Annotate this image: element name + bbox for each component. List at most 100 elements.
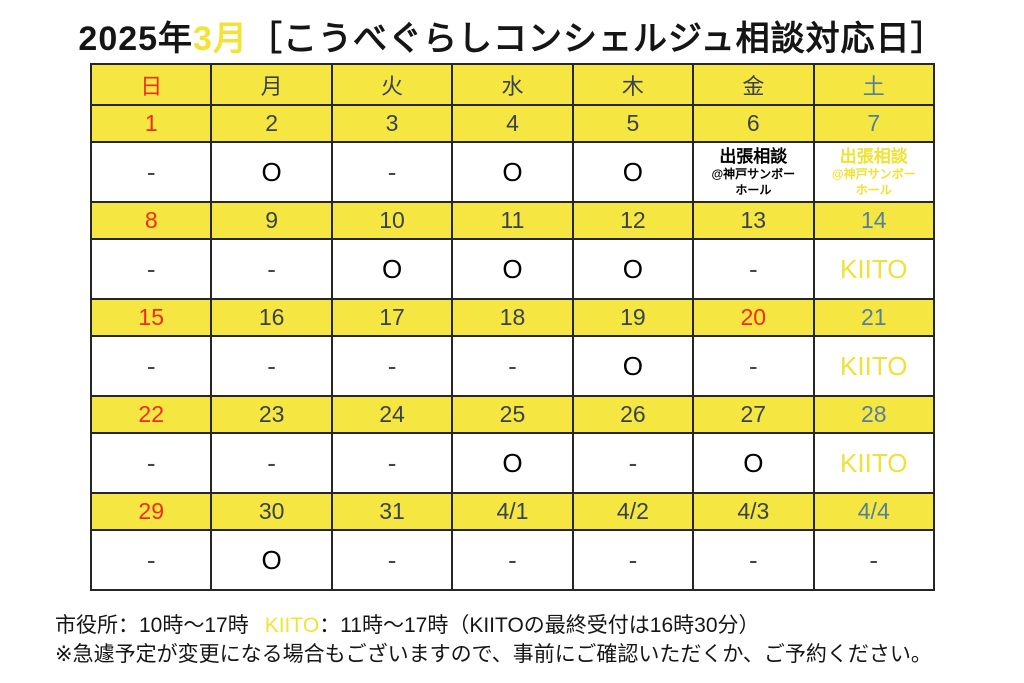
date-cell: 31	[330, 492, 454, 531]
availability-cell: O	[692, 432, 815, 494]
availability-cell: O	[210, 529, 333, 591]
title-subtitle: ［こうべぐらしコンシェルジュ相談対応日］	[247, 20, 946, 58]
availability-cell: -	[692, 335, 815, 397]
availability-cell: -	[330, 432, 454, 494]
date-cell-holiday: 20	[692, 298, 815, 337]
page-title: 2025年3月［こうべぐらしコンシェルジュ相談対応日］	[0, 11, 1024, 60]
availability-cell: -	[89, 529, 213, 591]
trip-consult-venue-line2: ホール	[735, 182, 772, 197]
day-header-sun: 日	[89, 63, 213, 106]
date-cell: 4/4	[812, 492, 936, 531]
availability-row-week4: - - - O - O KIITO	[89, 432, 936, 494]
availability-cell: -	[692, 529, 815, 591]
trip-consult-venue-line2: ホール	[855, 182, 892, 197]
day-header-sat: 土	[812, 63, 936, 106]
date-cell: 4	[451, 104, 574, 143]
availability-cell-trip-consult: 出張相談 @神戸サンボー ホール	[812, 141, 936, 203]
date-cell: 26	[571, 395, 695, 434]
availability-cell: O	[451, 238, 574, 300]
trip-consult-venue-line1: @神戸サンボー	[831, 167, 916, 182]
date-cell: 3	[330, 104, 454, 143]
trip-consult-title: 出張相談	[839, 146, 908, 166]
availability-cell: -	[692, 238, 815, 300]
date-cell: 1	[89, 104, 213, 143]
availability-cell: O	[571, 335, 695, 397]
availability-row-week1: - O - O O 出張相談 @神戸サンボー ホール 出張相談 @神戸サンボー …	[89, 141, 936, 203]
day-header-tue: 火	[330, 63, 454, 106]
date-cell: 4/2	[571, 492, 695, 531]
date-cell: 8	[89, 201, 213, 240]
city-hall-hours: 市役所：10時～17時	[55, 614, 249, 637]
date-cell: 24	[330, 395, 454, 434]
date-cell: 18	[451, 298, 574, 337]
date-cell: 17	[330, 298, 454, 337]
date-cell: 4/1	[451, 492, 574, 531]
trip-consult-venue-line1: @神戸サンボー	[711, 167, 796, 182]
day-header-mon: 月	[210, 63, 333, 106]
date-cell: 29	[89, 492, 213, 531]
date-cell: 2	[210, 104, 333, 143]
date-cell: 30	[210, 492, 333, 531]
day-header-fri: 金	[692, 63, 815, 106]
date-row-week4: 22 23 24 25 26 27 28	[89, 395, 936, 434]
availability-cell: -	[89, 335, 213, 397]
availability-cell: -	[89, 432, 213, 494]
footer: 市役所：10時～17時 KIITO：11時～17時（KIITOの最終受付は16時3…	[55, 612, 1005, 669]
date-row-week3: 15 16 17 18 19 20 21	[89, 298, 936, 337]
kiito-label: KIITO	[264, 614, 320, 637]
date-cell: 21	[812, 298, 936, 337]
availability-cell: -	[571, 529, 695, 591]
day-header-row: 日 月 火 水 木 金 土	[89, 63, 936, 106]
availability-cell: O	[451, 141, 574, 203]
availability-cell: -	[451, 335, 574, 397]
date-cell: 28	[812, 395, 936, 434]
availability-cell: -	[330, 335, 454, 397]
availability-cell: -	[210, 238, 333, 300]
availability-cell: -	[89, 238, 213, 300]
footer-note-line: ※急遽予定が変更になる場合もございますので、事前にご確認いただくか、ご予約くださ…	[55, 642, 932, 666]
availability-cell: -	[89, 141, 213, 203]
availability-cell: O	[210, 141, 333, 203]
day-header-thu: 木	[571, 63, 695, 106]
availability-cell: -	[210, 432, 333, 494]
date-cell: 23	[210, 395, 333, 434]
date-cell: 12	[571, 201, 695, 240]
title-month: 3月	[193, 20, 248, 58]
availability-cell: O	[571, 238, 695, 300]
date-cell: 14	[812, 201, 936, 240]
date-cell: 7	[812, 104, 936, 143]
trip-consult-title: 出張相談	[719, 146, 788, 166]
availability-cell-kiito: KIITO	[812, 335, 936, 397]
availability-row-week3: - - - - O - KIITO	[89, 335, 936, 397]
date-cell: 27	[692, 395, 815, 434]
date-cell: 22	[89, 395, 213, 434]
availability-cell: -	[451, 529, 574, 591]
date-cell: 5	[571, 104, 695, 143]
availability-cell: -	[571, 432, 695, 494]
availability-cell: -	[812, 529, 936, 591]
availability-cell-kiito: KIITO	[812, 238, 936, 300]
availability-row-week5: - O - - - - -	[89, 529, 936, 591]
availability-row-week2: - - O O O - KIITO	[89, 238, 936, 300]
date-cell: 11	[451, 201, 574, 240]
date-cell: 6	[692, 104, 815, 143]
date-cell: 19	[571, 298, 695, 337]
availability-cell: -	[330, 529, 454, 591]
date-row-week5: 29 30 31 4/1 4/2 4/3 4/4	[89, 492, 936, 531]
footer-hours-line: 市役所：10時～17時 KIITO：11時～17時（KIITOの最終受付は16時3…	[55, 612, 1005, 641]
availability-cell: -	[330, 141, 454, 203]
date-cell: 4/3	[692, 492, 815, 531]
calendar-table: 日 月 火 水 木 金 土 1 2 3 4 5 6 7 - O - O O 出張…	[89, 63, 936, 591]
availability-cell-trip-consult: 出張相談 @神戸サンボー ホール	[692, 141, 815, 203]
availability-cell: O	[451, 432, 574, 494]
date-cell: 25	[451, 395, 574, 434]
availability-cell: -	[210, 335, 333, 397]
date-row-week1: 1 2 3 4 5 6 7	[89, 104, 936, 143]
availability-cell: O	[571, 141, 695, 203]
date-cell: 15	[89, 298, 213, 337]
kiito-hours: ：11時～17時（KIITOの最終受付は16時30分）	[319, 614, 760, 637]
date-cell: 16	[210, 298, 333, 337]
date-cell: 13	[692, 201, 815, 240]
availability-cell: O	[330, 238, 454, 300]
